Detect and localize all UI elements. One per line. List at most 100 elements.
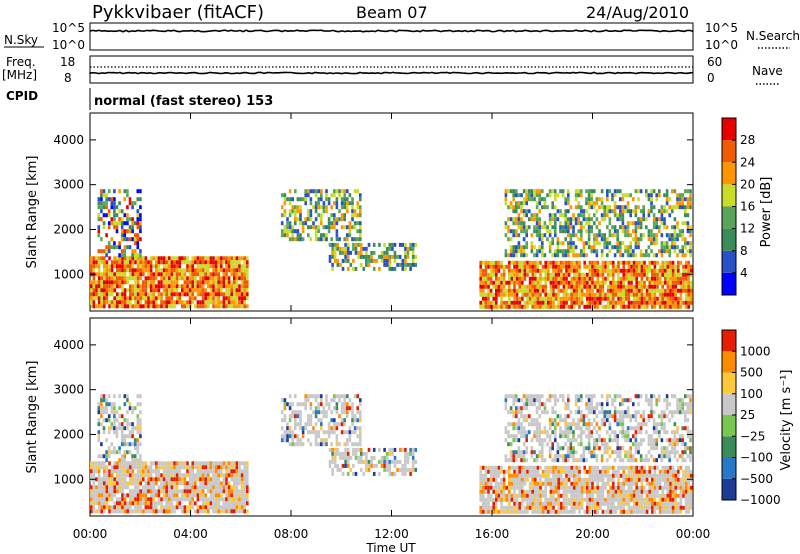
power-cell: [168, 276, 171, 281]
power-cell: [168, 284, 171, 289]
power-cell: [406, 250, 410, 255]
power-cell: [484, 300, 488, 305]
velocity-cell: [482, 497, 485, 502]
velocity-cell: [116, 465, 119, 470]
velocity-cell: [487, 509, 490, 514]
velocity-cell: [291, 434, 294, 439]
velocity-cell: [325, 414, 328, 419]
power-cell: [346, 250, 350, 255]
velocity-cell: [508, 469, 511, 474]
power-cell: [204, 268, 207, 273]
power-cell: [152, 284, 155, 289]
power-cell: [118, 217, 121, 222]
power-cell: [515, 253, 518, 258]
velocity-cell: [617, 481, 620, 486]
power-cell: [149, 276, 153, 281]
velocity-cell: [622, 497, 625, 502]
velocity-cell: [149, 501, 153, 506]
power-cell: [133, 201, 137, 206]
power-cell: [528, 193, 531, 198]
velocity-cell: [552, 469, 555, 474]
velocity-cell: [580, 501, 584, 506]
power-cell: [482, 260, 485, 265]
power-cell: [507, 229, 510, 234]
power-cell: [569, 237, 573, 242]
power-cell: [497, 292, 501, 297]
velocity-cell: [596, 485, 599, 490]
power-cell: [312, 205, 315, 210]
power-cell: [348, 229, 352, 234]
power-cell: [671, 205, 674, 210]
power-cell: [214, 268, 218, 273]
velocity-cell: [539, 501, 542, 506]
power-cell: [173, 264, 176, 269]
velocity-cell: [188, 477, 192, 482]
velocity-cell: [596, 469, 599, 474]
power-cell: [100, 272, 103, 277]
velocity-cell: [632, 477, 636, 482]
velocity-cell: [560, 465, 563, 470]
velocity-cell: [97, 501, 101, 506]
velocity-cell: [570, 501, 573, 506]
power-cell: [554, 280, 558, 285]
power-cell: [235, 256, 239, 261]
power-cell: [632, 197, 635, 202]
power-cell: [679, 296, 683, 301]
power-cell: [642, 209, 645, 214]
velocity-cell: [299, 402, 302, 407]
power-cell: [677, 280, 680, 285]
velocity-cell: [115, 450, 119, 455]
velocity-cell: [601, 485, 605, 490]
power-cell: [544, 284, 547, 289]
power-cell: [515, 276, 519, 281]
power-cell: [196, 300, 200, 305]
velocity-cell: [539, 465, 542, 470]
power-cell: [538, 225, 541, 230]
power-cell: [627, 288, 631, 293]
velocity-cell: [126, 481, 129, 486]
power-cell: [616, 229, 619, 234]
velocity-cell: [640, 481, 644, 486]
power-cell: [214, 280, 218, 285]
power-cell: [283, 209, 287, 214]
power-cell: [317, 237, 320, 242]
power-cell: [689, 193, 692, 198]
power-cell: [325, 225, 328, 230]
velocity-cell: [178, 465, 181, 470]
power-cell: [217, 284, 220, 289]
velocity-cell: [238, 489, 241, 494]
power-cell: [586, 280, 589, 285]
power-cell: [569, 233, 573, 238]
velocity-cell: [100, 410, 103, 415]
power-cell: [617, 292, 620, 297]
power-cell: [144, 276, 148, 281]
velocity-cell: [505, 469, 508, 474]
velocity-cell: [338, 422, 341, 427]
velocity-cell: [222, 481, 226, 486]
power-cell: [327, 217, 331, 222]
power-cell: [586, 284, 589, 289]
power-cell: [134, 272, 137, 277]
power-cell: [168, 292, 171, 297]
power-cell: [598, 233, 601, 238]
velocity-cell: [359, 402, 362, 407]
velocity-cell: [599, 469, 602, 474]
velocity-cell: [118, 414, 121, 419]
power-cell: [634, 189, 638, 194]
velocity-cell: [596, 465, 599, 470]
power-cell: [513, 304, 516, 309]
velocity-cell: [304, 406, 307, 411]
velocity-cell: [118, 426, 121, 431]
velocity-cell: [526, 465, 529, 470]
power-cell: [144, 264, 148, 269]
velocity-cell: [113, 461, 116, 466]
power-cell: [593, 268, 597, 273]
power-cell: [513, 296, 516, 301]
power-cell: [569, 205, 573, 210]
power-cell: [554, 221, 557, 226]
power-cell: [339, 250, 342, 255]
power-cell: [157, 256, 161, 261]
velocity-cell: [606, 477, 610, 482]
power-cell: [126, 205, 129, 210]
power-cell: [534, 288, 537, 293]
